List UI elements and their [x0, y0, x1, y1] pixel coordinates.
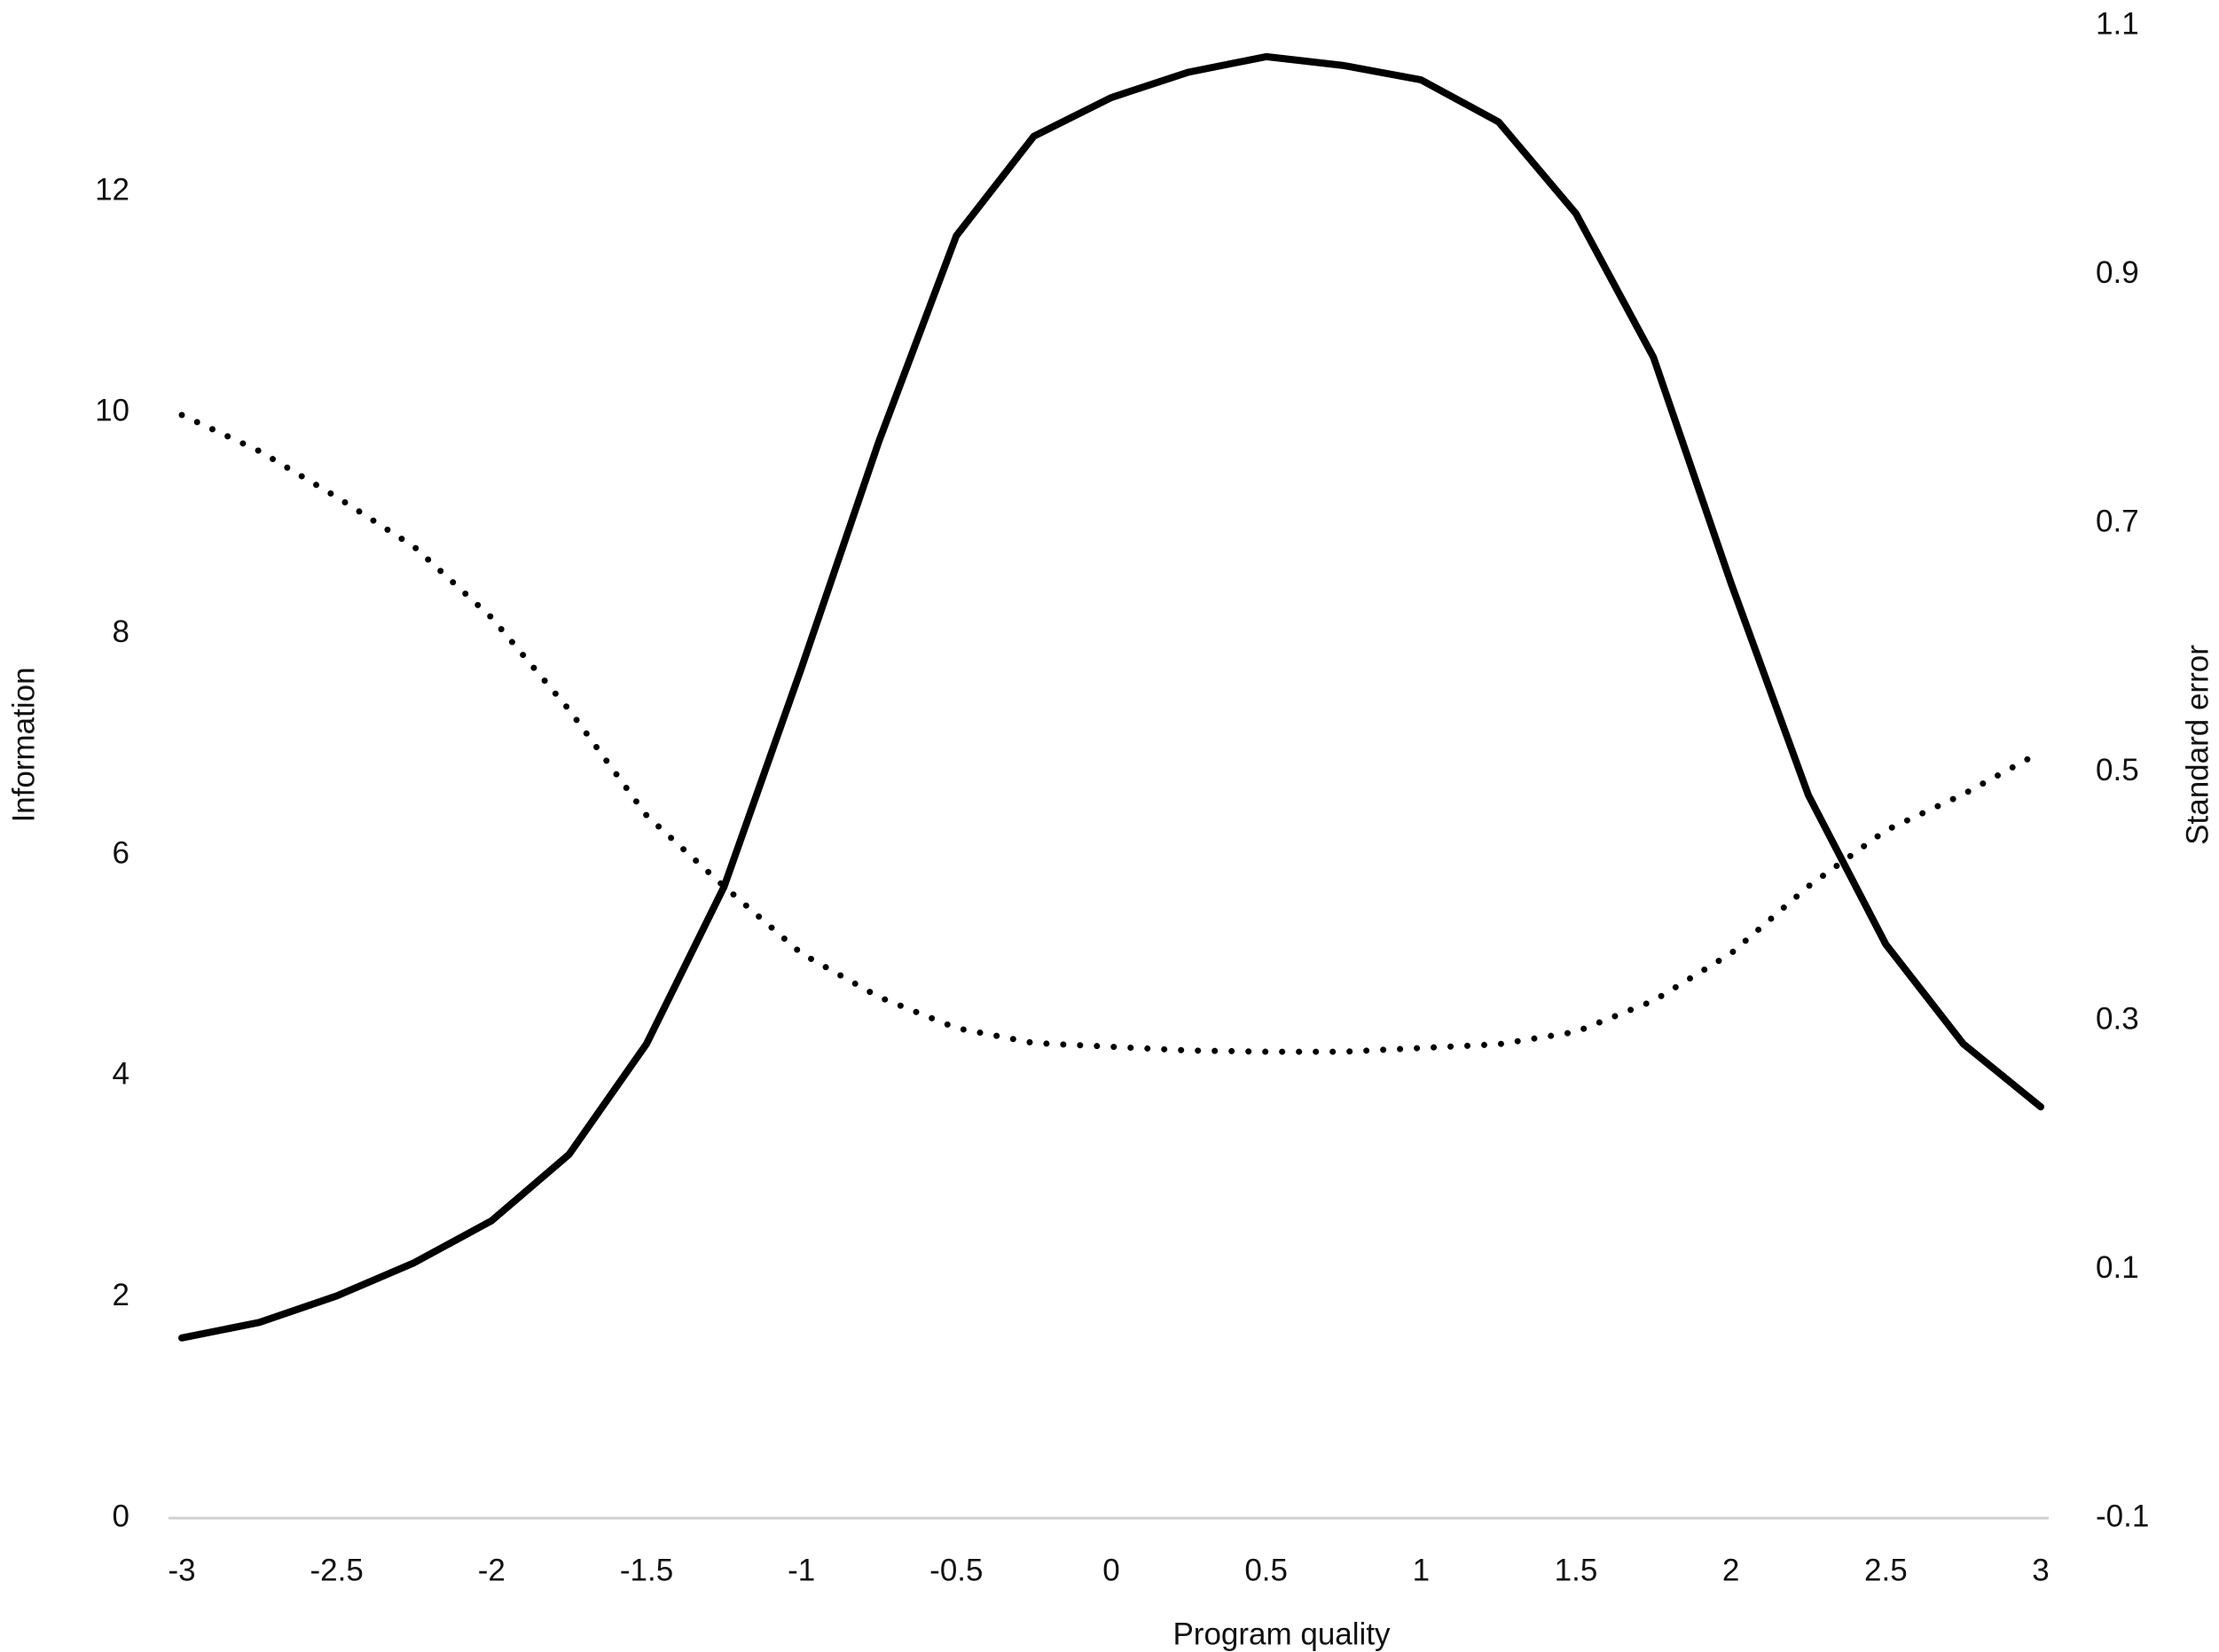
- x-tick-label: 3: [2032, 1553, 2049, 1587]
- x-tick-label: -2.5: [310, 1553, 364, 1587]
- x-tick-label: 0.5: [1244, 1553, 1288, 1587]
- x-tick-label: 2.5: [1864, 1553, 1908, 1587]
- x-tick-label: 1: [1413, 1553, 1430, 1587]
- y2-tick-label: 0.7: [2096, 504, 2139, 538]
- y2-tick-label: 1.1: [2096, 6, 2139, 41]
- y-tick-label: 6: [113, 835, 129, 870]
- y-tick-label: 4: [113, 1057, 129, 1092]
- x-tick-label: -1: [788, 1553, 815, 1587]
- y-tick-label: 8: [113, 615, 129, 649]
- y2-tick-label: 0.9: [2096, 255, 2139, 290]
- x-axis-label: Program quality: [1172, 1617, 1391, 1651]
- x-tick-label: -1.5: [620, 1553, 673, 1587]
- series-line: [178, 411, 2044, 1055]
- y-tick-label: 2: [113, 1278, 129, 1312]
- x-tick-label: 1.5: [1555, 1553, 1598, 1587]
- y-tick-label: 0: [113, 1499, 129, 1533]
- y2-axis-label: Standard error: [2180, 645, 2215, 845]
- x-tick-label: -0.5: [929, 1553, 983, 1587]
- x-tick-label: 0: [1102, 1553, 1119, 1587]
- x-tick-label: -3: [168, 1553, 195, 1587]
- x-tick-label: 2: [1722, 1553, 1739, 1587]
- y2-tick-label: 0.5: [2096, 753, 2139, 787]
- y2-tick-label: 0.3: [2096, 1001, 2139, 1036]
- series-line: [178, 52, 2044, 1342]
- y-tick-label: 12: [95, 172, 129, 207]
- x-tick-label: -2: [478, 1553, 506, 1587]
- y2-tick-label: 0.1: [2096, 1250, 2139, 1285]
- y-axis-label: Information: [6, 667, 41, 822]
- y2-tick-label: -0.1: [2096, 1499, 2149, 1533]
- y-tick-label: 10: [95, 394, 129, 428]
